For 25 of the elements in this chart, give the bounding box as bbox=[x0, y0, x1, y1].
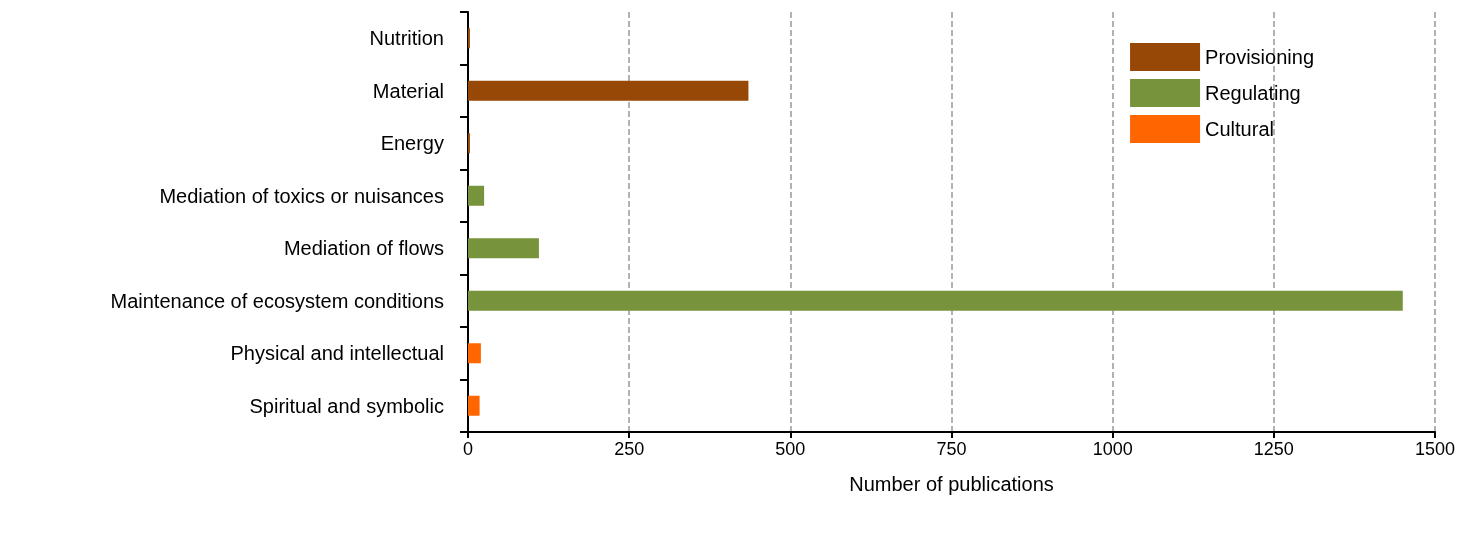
y-tick-label: Maintenance of ecosystem conditions bbox=[110, 289, 444, 312]
legend-label: Regulating bbox=[1205, 82, 1301, 104]
y-tick-label: Mediation of flows bbox=[283, 237, 444, 260]
y-tick-label: Material bbox=[372, 79, 444, 102]
legend-label: Cultural bbox=[1205, 118, 1274, 140]
x-tick-label: 1500 bbox=[1414, 439, 1456, 459]
bar bbox=[468, 290, 1403, 311]
x-tick-label: 750 bbox=[936, 439, 967, 459]
bar bbox=[468, 80, 749, 101]
bar bbox=[468, 343, 481, 364]
y-tick-label: Nutrition bbox=[369, 27, 444, 50]
x-tick-label: 0 bbox=[462, 439, 474, 459]
x-tick-label: 250 bbox=[614, 439, 645, 459]
legend-label: Provisioning bbox=[1205, 46, 1315, 68]
bar bbox=[468, 238, 539, 259]
x-tick-label: 500 bbox=[775, 439, 806, 459]
bar bbox=[468, 395, 480, 416]
x-axis-title: Number of publications bbox=[849, 473, 1054, 495]
y-tick-label: Energy bbox=[380, 132, 444, 155]
x-tick-label: 1250 bbox=[1253, 439, 1294, 459]
bar bbox=[468, 185, 485, 206]
y-tick-label: Spiritual and symbolic bbox=[249, 394, 444, 417]
y-tick-label: Mediation of toxics or nuisances bbox=[159, 184, 444, 207]
x-tick-label: 1000 bbox=[1092, 439, 1133, 459]
y-tick-label: Physical and intellectual bbox=[230, 342, 444, 365]
